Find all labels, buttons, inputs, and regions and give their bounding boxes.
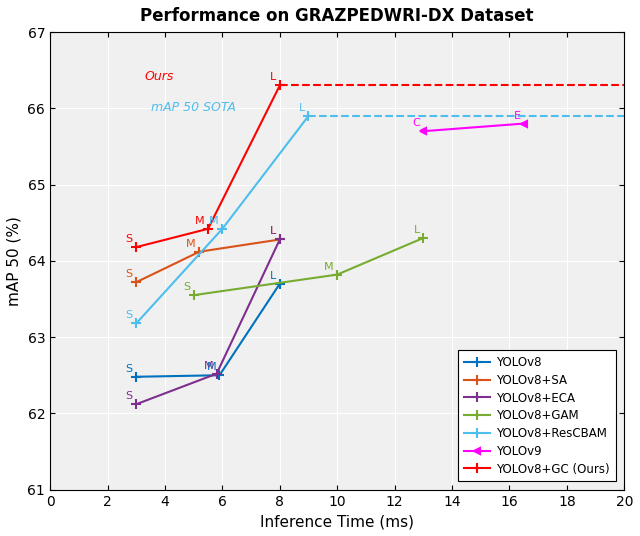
- YOLOv8+ResCBAM: [218, 226, 226, 232]
- Line: YOLOv8+GAM: YOLOv8+GAM: [189, 233, 428, 300]
- YOLOv8+GAM: [333, 271, 341, 278]
- YOLOv8+ECA: [276, 236, 284, 243]
- X-axis label: Inference Time (ms): Inference Time (ms): [260, 514, 414, 529]
- Text: S: S: [125, 269, 132, 279]
- Text: M: M: [324, 262, 334, 272]
- Line: YOLOv8: YOLOv8: [131, 279, 285, 382]
- Text: S: S: [125, 310, 132, 321]
- Text: S: S: [183, 282, 190, 292]
- YOLOv8: [276, 280, 284, 287]
- Line: YOLOv8+SA: YOLOv8+SA: [131, 235, 285, 287]
- Text: L: L: [270, 226, 276, 236]
- Text: M: M: [195, 216, 205, 226]
- Text: S: S: [125, 391, 132, 401]
- Line: YOLOv8+ECA: YOLOv8+ECA: [131, 235, 285, 409]
- YOLOv8+SA: [132, 279, 140, 285]
- Legend: YOLOv8, YOLOv8+SA, YOLOv8+ECA, YOLOv8+GAM, YOLOv8+ResCBAM, YOLOv9, YOLOv8+GC (Ou: YOLOv8, YOLOv8+SA, YOLOv8+ECA, YOLOv8+GA…: [458, 351, 616, 481]
- Text: L: L: [270, 226, 276, 236]
- YOLOv8+SA: [276, 236, 284, 243]
- Text: Ours: Ours: [145, 70, 174, 83]
- YOLOv8+ECA: [212, 370, 220, 377]
- YOLOv8+GAM: [190, 292, 198, 299]
- Text: M: M: [207, 362, 216, 372]
- YOLOv8+SA: [196, 249, 204, 255]
- YOLOv8+GC (Ours): [276, 82, 284, 88]
- YOLOv8+GAM: [419, 235, 427, 241]
- Line: YOLOv8+GC (Ours): YOLOv8+GC (Ours): [131, 80, 285, 252]
- Text: M: M: [209, 216, 219, 226]
- Text: E: E: [513, 110, 520, 121]
- Line: YOLOv8+ResCBAM: YOLOv8+ResCBAM: [131, 111, 314, 328]
- Text: C: C: [412, 118, 420, 128]
- YOLOv8+GC (Ours): [132, 244, 140, 250]
- YOLOv8+ECA: [132, 401, 140, 407]
- Text: M: M: [204, 361, 213, 371]
- YOLOv8+ResCBAM: [132, 320, 140, 326]
- YOLOv9: [520, 121, 527, 127]
- YOLOv8+ResCBAM: [305, 113, 312, 119]
- Text: mAP 50 SOTA: mAP 50 SOTA: [150, 101, 236, 114]
- Text: S: S: [125, 364, 132, 374]
- YOLOv9: [419, 128, 427, 135]
- Text: L: L: [413, 225, 420, 235]
- Text: L: L: [270, 271, 276, 281]
- Title: Performance on GRAZPEDWRI-DX Dataset: Performance on GRAZPEDWRI-DX Dataset: [140, 7, 534, 25]
- Line: YOLOv9: YOLOv9: [420, 120, 527, 135]
- Text: M: M: [186, 239, 196, 249]
- YOLOv8+GC (Ours): [204, 226, 212, 232]
- Text: S: S: [125, 234, 132, 244]
- YOLOv8: [216, 372, 223, 378]
- YOLOv8: [132, 374, 140, 380]
- Text: L: L: [270, 72, 276, 83]
- Y-axis label: mAP 50 (%): mAP 50 (%): [7, 216, 22, 306]
- Text: L: L: [299, 103, 305, 113]
